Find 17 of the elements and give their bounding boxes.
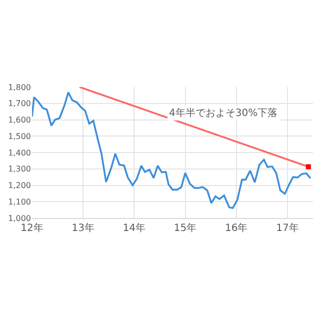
x-tick-label: 16年 (224, 222, 248, 234)
line-series (32, 92, 312, 209)
y-tick-label: 1,100 (8, 197, 31, 206)
x-tick-label: 15年 (174, 222, 197, 234)
x-tick-label: 13年 (72, 222, 94, 234)
x-tick-label: 17年 (276, 222, 299, 234)
y-tick-label: 1,800 (8, 82, 31, 92)
y-tick-label: 1,000 (8, 214, 31, 223)
y-tick-label: 1,200 (8, 181, 31, 190)
y-tick-label: 1,300 (8, 164, 31, 174)
y-tick-label: 1,500 (8, 132, 31, 141)
y-tick-label: 1,600 (8, 116, 31, 125)
annotation: 4年半でおよそ30%下落 (169, 107, 278, 119)
y-tick-label: 1,400 (8, 148, 31, 158)
y-tick-label: 1,700 (8, 99, 31, 108)
x-tick-label: 12年 (20, 222, 44, 234)
x-tick-label: 14年 (122, 222, 146, 234)
